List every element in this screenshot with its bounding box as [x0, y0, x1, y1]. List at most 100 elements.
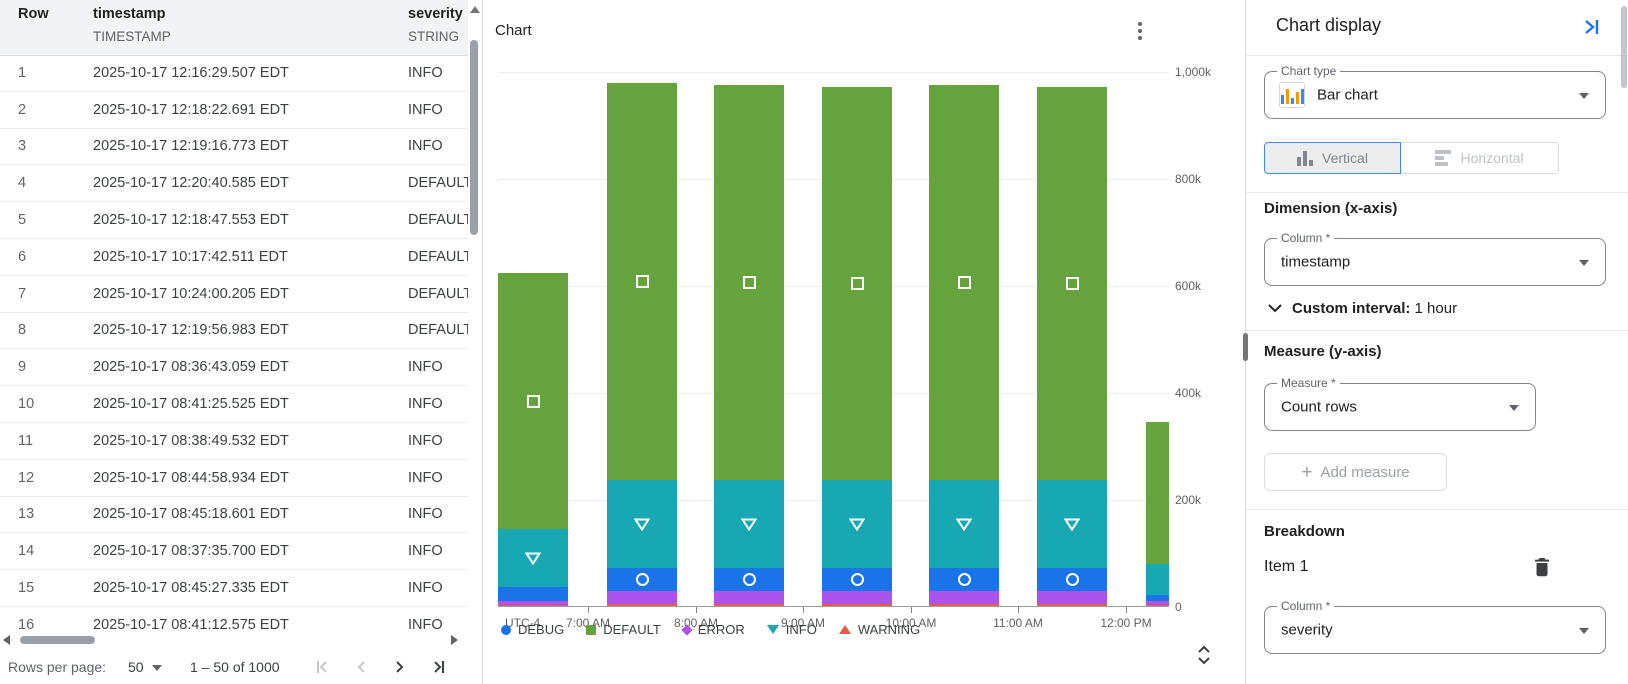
column-label: Column *: [1277, 231, 1335, 245]
breakdown-column-select[interactable]: Column * severity: [1264, 599, 1606, 654]
table-row: 16 2025-10-17 08:41:12.575 EDT INFO: [0, 607, 468, 630]
table-row: 11 2025-10-17 08:38:49.532 EDT INFO: [0, 423, 468, 460]
divider: [1246, 330, 1628, 331]
timestamp-cell: 2025-10-17 08:45:18.601 EDT: [93, 506, 289, 523]
bar-segment-warning: [1146, 604, 1169, 607]
kebab-dot: [1138, 22, 1142, 26]
kebab-dot: [1138, 29, 1142, 33]
bar-segment-error: [1037, 591, 1107, 605]
row-number-cell: 7: [18, 285, 27, 302]
rows-per-page-select[interactable]: 50: [128, 659, 144, 675]
severity-cell: DEFAULT: [408, 285, 468, 302]
y-axis-tick-label: 1,000k: [1175, 65, 1212, 79]
dropdown-arrow-icon: [1579, 93, 1589, 99]
row-number-cell: 13: [18, 506, 35, 523]
divider: [1246, 509, 1628, 510]
table-header: Row timestamp TIMESTAMP severity STRING: [0, 0, 468, 56]
timestamp-cell: 2025-10-17 08:41:12.575 EDT: [93, 616, 289, 630]
x-axis-tick-label: 11:00 AM: [993, 616, 1043, 630]
x-axis-tick: [1126, 607, 1127, 613]
row-number-cell: 6: [18, 248, 27, 265]
column-type-severity: STRING: [408, 29, 460, 44]
measure-select[interactable]: Measure * Count rows: [1264, 376, 1536, 431]
marker-square-icon: [742, 276, 756, 290]
breakdown-item-label: Item 1: [1264, 558, 1309, 575]
marker-square-icon: [957, 275, 971, 289]
x-axis-tick: [1018, 607, 1019, 613]
y-axis-tick-label: 0: [1175, 600, 1182, 614]
vertical-scrollbar-thumb[interactable]: [470, 40, 478, 235]
horizontal-scrollbar[interactable]: [0, 630, 468, 650]
marker-circle-icon: [1065, 573, 1079, 587]
delete-breakdown-icon[interactable]: [1532, 556, 1554, 580]
marker-triangle-down-icon: [633, 518, 651, 536]
table-row: 3 2025-10-17 12:19:16.773 EDT INFO: [0, 129, 468, 166]
chart-display-panel: Chart display Chart type Bar chart Verti…: [1243, 0, 1628, 684]
orientation-toggle: Vertical Horizontal: [1264, 142, 1559, 174]
marker-triangle-down-icon: [524, 552, 542, 570]
x-axis-tick: [803, 607, 804, 613]
marker-square-icon: [635, 274, 649, 288]
timestamp-cell: 2025-10-17 12:18:47.553 EDT: [93, 212, 289, 229]
severity-cell: INFO: [408, 432, 443, 449]
dimension-column-select[interactable]: Column * timestamp: [1264, 231, 1606, 286]
first-page-button[interactable]: [311, 656, 333, 678]
scroll-left-icon[interactable]: [3, 635, 10, 645]
marker-triangle-down-icon: [740, 518, 758, 536]
divider: [1246, 192, 1628, 193]
custom-interval-toggle[interactable]: Custom interval: 1 hour: [1268, 296, 1457, 320]
bar-segment-default: [1037, 86, 1107, 480]
marker-square-icon: [526, 394, 540, 408]
horizontal-scrollbar-thumb[interactable]: [20, 636, 95, 644]
timezone-label: UTC-4: [505, 616, 541, 630]
next-page-button[interactable]: [389, 656, 411, 678]
timestamp-cell: 2025-10-17 08:41:25.525 EDT: [93, 396, 289, 413]
vertical-toggle-button[interactable]: Vertical: [1264, 142, 1401, 174]
horizontal-label: Horizontal: [1460, 150, 1524, 166]
row-number-cell: 2: [18, 101, 27, 118]
panel-scrollbar-thumb[interactable]: [1621, 6, 1627, 88]
chart-type-label: Chart type: [1277, 64, 1341, 78]
chevron-down-icon[interactable]: [152, 665, 162, 671]
bar-segment-error: [498, 600, 568, 605]
bar-segment-info: [1037, 479, 1107, 569]
add-measure-button[interactable]: + Add measure: [1264, 453, 1447, 491]
bar-segment-default: [498, 272, 568, 530]
gridline: [498, 72, 1169, 73]
legend-label: DEFAULT: [603, 622, 661, 637]
row-number-cell: 9: [18, 359, 27, 376]
bar-segment-default: [929, 84, 999, 480]
marker-square-icon: [1065, 276, 1079, 290]
scroll-up-icon[interactable]: [470, 6, 480, 13]
legend-label: WARNING: [857, 622, 921, 637]
x-axis-tick-label: 7:00 AM: [565, 616, 611, 630]
x-axis-tick: [588, 607, 589, 613]
chart-menu-button[interactable]: [1131, 22, 1149, 42]
bar-segment-info: [929, 479, 999, 569]
chevron-down-icon: [1268, 303, 1282, 312]
bar-segment-warning: [822, 604, 892, 607]
previous-page-button[interactable]: [350, 656, 372, 678]
scroll-right-icon[interactable]: [451, 635, 458, 645]
x-axis-tick-label: 9:00 AM: [780, 616, 826, 630]
bar-segment-info: [822, 479, 892, 569]
vertical-scrollbar[interactable]: [468, 0, 482, 684]
marker-triangle-down-icon: [848, 518, 866, 536]
marker-circle-icon: [742, 573, 756, 587]
bar-segment-warning: [929, 604, 999, 607]
last-page-button[interactable]: [428, 656, 450, 678]
plus-icon: +: [1301, 461, 1313, 483]
severity-cell: INFO: [408, 101, 443, 118]
row-number-cell: 16: [18, 616, 35, 630]
collapse-panel-icon[interactable]: [1582, 17, 1602, 37]
chart-type-select[interactable]: Chart type Bar chart: [1264, 64, 1606, 119]
row-number-cell: 5: [18, 212, 27, 229]
bar-segment-warning: [1037, 604, 1107, 607]
chart-title: Chart: [495, 22, 532, 39]
panel-resize-handle[interactable]: [1243, 333, 1248, 361]
table-row: 12 2025-10-17 08:44:58.934 EDT INFO: [0, 460, 468, 497]
bar-segment-info: [498, 529, 568, 587]
horizontal-toggle-button[interactable]: Horizontal: [1401, 142, 1559, 174]
expand-chart-icon[interactable]: [1195, 643, 1213, 667]
legend-item-default: DEFAULT: [586, 622, 661, 637]
